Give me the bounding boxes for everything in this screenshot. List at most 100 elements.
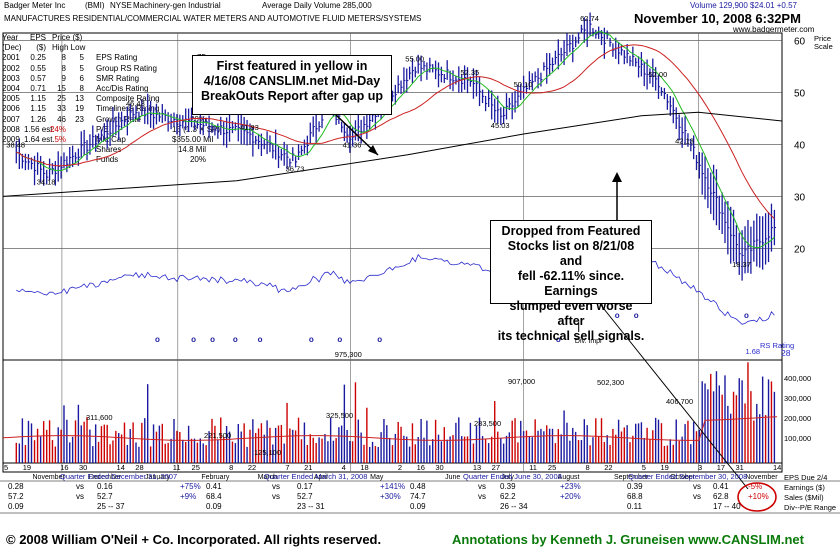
price-label: 36.73 [286, 164, 305, 173]
x-tick-label: February [201, 474, 230, 481]
quarterly-cell: 0.16 [97, 482, 113, 491]
x-tick-label: 30 [79, 463, 87, 472]
annotation-2-line-4: slumped even worse after [509, 299, 633, 328]
price-label: 38.48 [6, 140, 25, 149]
fundamentals-label: P/E [96, 124, 109, 134]
x-tick-label: 5 [642, 463, 646, 472]
price-label: 34.18 [37, 178, 56, 187]
annotation-2-line-3: fell -62.11% since. Earnings [517, 269, 625, 298]
fundamentals-label: Acc/Dis Rating [96, 84, 149, 93]
fundamentals-label: Mkt Cap [96, 135, 126, 144]
fundamentals-eps: 1.15 [30, 94, 46, 104]
fundamentals-row: Shares 14.8 Mil [2, 145, 206, 155]
annotation-2-line-1: Dropped from Featured [501, 224, 641, 238]
rs-rating-label: RS Rating [760, 341, 794, 350]
quarterly-cell: +10% [748, 492, 769, 501]
volume-tick-label: 300,000 [784, 394, 811, 403]
x-tick-label: 5 [4, 463, 8, 472]
fundamentals-row: 2009 1.64 est. 5% Mkt Cap $355.00 Mil [2, 135, 214, 145]
x-tick-label: 4 [342, 463, 346, 472]
x-tick-label: March [258, 474, 278, 481]
legend-div-pe: Div--P/E Range [784, 503, 837, 512]
x-tick-label: November [745, 474, 778, 481]
quarterly-cell: +20% [560, 492, 581, 501]
x-tick-label: April [314, 474, 328, 481]
x-tick-label: 8 [585, 463, 589, 472]
quarterly-cell: +23% [560, 482, 581, 491]
ma-50-line [16, 31, 775, 249]
fundamentals-label: Funds [96, 155, 119, 165]
x-tick-label: 11 [529, 463, 537, 472]
x-tick-label: 16 [60, 463, 68, 472]
x-tick-label: 30 [435, 463, 443, 472]
fundamentals-eps: 0.71 [30, 84, 46, 93]
quarterly-cell: 52.7 [297, 492, 313, 501]
quarterly-cell: 0.39 [627, 482, 643, 491]
x-tick-label: 16 [417, 463, 425, 472]
industry: Machinery-gen Industrial [133, 1, 221, 10]
fundamentals-high: 33 [57, 104, 66, 114]
quarterly-cell: +75% [180, 482, 201, 491]
price-label: 45.03 [491, 121, 510, 130]
price-label: 18.37 [732, 260, 751, 269]
fundamentals-value: $355.00 Mil [172, 135, 214, 144]
earnings-highlight-circle [737, 482, 777, 512]
fundamentals-year: 2007 [2, 114, 20, 124]
x-tick-label: June [445, 474, 460, 481]
quarterly-cell: vs [76, 482, 84, 491]
annotation-arrowhead-1 [368, 145, 378, 155]
head-price: Price ($) [52, 33, 83, 42]
dividend-marker: o [309, 335, 314, 344]
price-label: 52.35 [460, 68, 479, 77]
chart-date: November 10, 2008 6:32PM [634, 11, 801, 26]
fundamentals-high: 25 [57, 94, 66, 104]
fundamentals-eps: 0.55 [30, 63, 46, 73]
x-tick-label: 3 [698, 463, 702, 472]
quarterly-cell: -5% [748, 482, 763, 491]
fundamentals-low: 5 [79, 53, 84, 63]
fundamentals-value: 20% [189, 155, 206, 165]
rs-line [16, 242, 775, 325]
x-tick-label: July [501, 474, 514, 481]
quarterly-cell: 26 -- 34 [500, 502, 528, 511]
x-tick-label: 11 [173, 463, 181, 472]
quarter-1-title: Quarter Ended December 31, 2007 [60, 472, 178, 481]
quarterly-cell: 0.17 [297, 482, 313, 491]
x-tick-label: 19 [660, 463, 668, 472]
quarterly-cell: 62.8 [713, 492, 729, 501]
x-tick-label: May [370, 474, 384, 481]
y-tick-label: 50 [794, 88, 806, 99]
dividend-marker: o [634, 311, 639, 320]
volume-tick-label: 400,000 [784, 374, 811, 383]
fundamentals-high: 46 [57, 114, 66, 124]
dividend-marker: o [258, 335, 263, 344]
fundamentals-year: 2005 [2, 94, 20, 104]
fundamentals-row: Funds 20% [2, 155, 206, 165]
quarterly-cell: 68.4 [206, 492, 222, 501]
fundamentals-year: 2006 [2, 104, 20, 114]
head-dec: (Dec) [2, 43, 22, 53]
annotation-1-line-2: 4/16/08 CANSLIM.net Mid-Day [203, 74, 381, 88]
quarterly-cell: 68.8 [627, 492, 643, 501]
price-label: 41.36 [343, 140, 362, 149]
fundamentals-head2: (Dec) ($) High Low [2, 43, 184, 53]
volume-label: 406,700 [666, 397, 693, 406]
x-tick-label: 14 [773, 463, 781, 472]
price-label: 55.00 [405, 54, 424, 63]
quarterly-cell: vs [478, 482, 486, 491]
fundamentals-year: 2001 [2, 53, 20, 63]
x-tick-label: October [670, 474, 696, 481]
fundamentals-high: 8 [61, 53, 66, 63]
footer-copyright: © 2008 William O'Neil + Co. Incorporated… [6, 532, 382, 547]
volume-label: 325,500 [326, 411, 353, 420]
volume-tick-label: 100,000 [784, 434, 811, 443]
x-tick-label: November [33, 474, 66, 481]
x-tick-label: 25 [192, 463, 200, 472]
volume-label: 221,500 [204, 431, 231, 440]
fundamentals-low: 23 [75, 114, 84, 124]
head-year: Year [2, 33, 19, 42]
x-tick-label: 22 [248, 463, 256, 472]
fundamentals-high: 24% [49, 124, 66, 134]
volume-label: 311,600 [86, 413, 113, 422]
